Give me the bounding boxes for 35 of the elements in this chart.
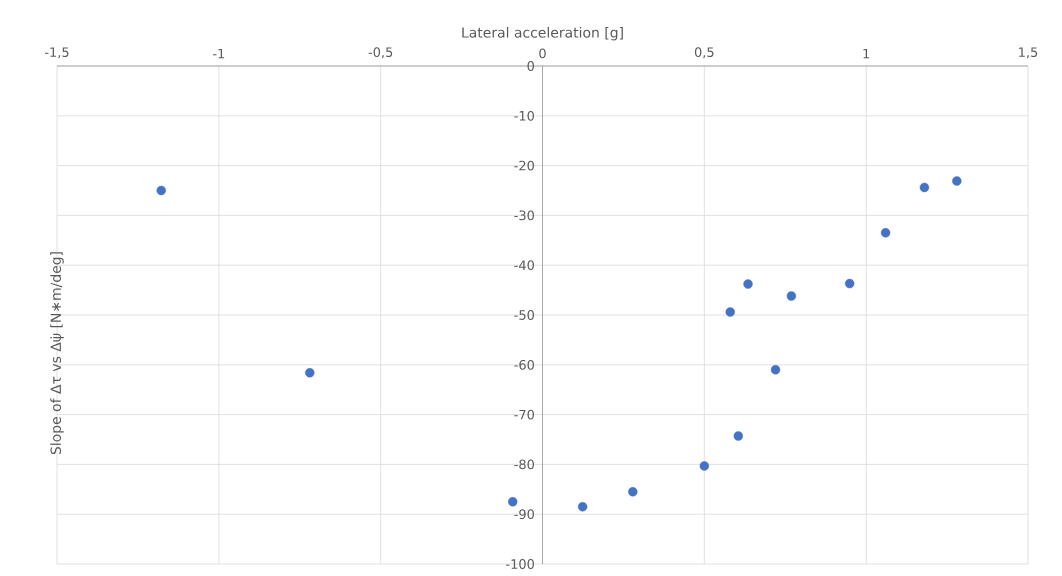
x-tick-label: -1,5 [44,47,69,59]
point [508,497,518,507]
x-tick-label: 0 [539,48,546,59]
y-tick-label: -50 [514,310,534,320]
point [733,431,744,441]
point [844,278,855,289]
y-tick-label: -90 [514,509,534,520]
y-tick-label: -60 [514,359,534,370]
x-tick-label: 0,5 [694,47,714,59]
point [156,185,166,196]
point [628,487,638,497]
y-tick-label: -40 [514,260,534,271]
point [699,461,710,471]
point [725,307,735,317]
x-tick-label: 1 [863,48,870,59]
point [880,228,891,238]
y-tick-label: -100 [506,559,534,569]
y-tick-label: -10 [514,110,534,121]
x-axis-title: Lateral acceleration [g] [462,26,623,41]
x-tick-label: -1 [213,48,225,59]
point [786,291,797,301]
point [952,176,962,186]
point [577,502,588,512]
point [919,182,930,193]
y-tick-label: -80 [514,459,534,470]
point [305,368,315,378]
point [770,365,781,375]
y-tick-label: -70 [514,409,534,420]
y-tick-label: -30 [514,210,534,221]
x-tick-label: -0,5 [368,47,393,59]
y-tick-label: -20 [514,160,534,171]
x-tick-label: 1,5 [1019,47,1038,59]
y-axis-title: Slope of Δτ vs Δψ̇ [N∗m/deg] [50,252,64,455]
y-tick-label: 0 [527,61,534,71]
point [743,279,753,289]
